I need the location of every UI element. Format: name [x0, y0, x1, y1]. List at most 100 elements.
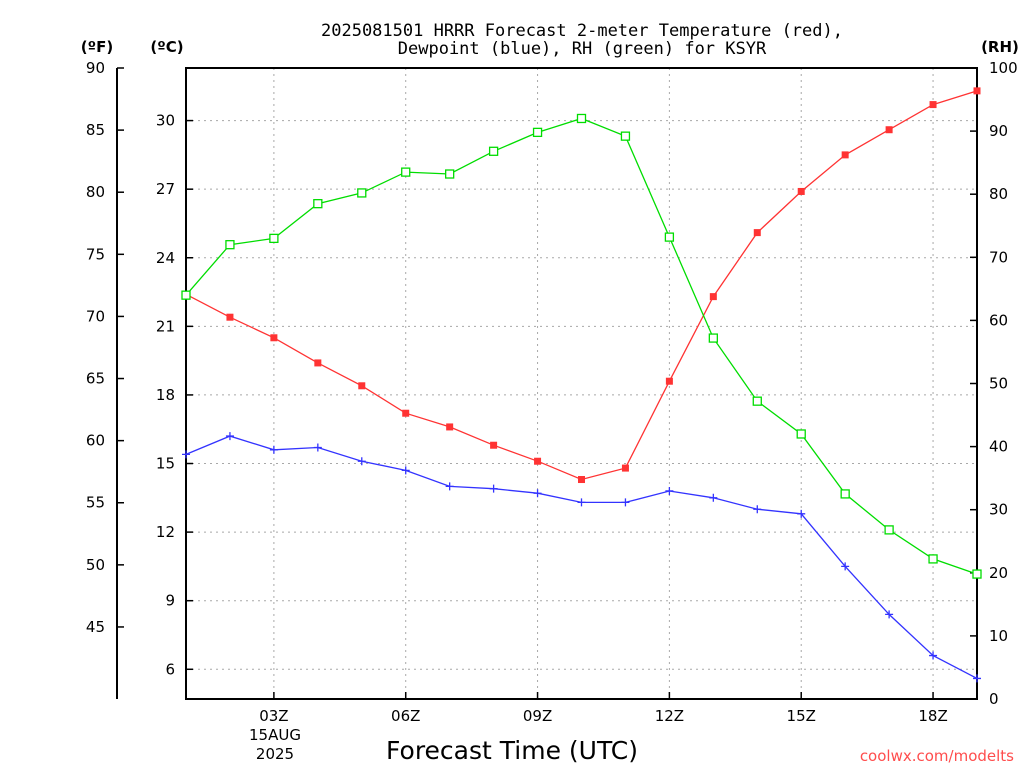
rh-point	[752, 396, 762, 406]
chart-title-line-1: 2025081501 HRRR Forecast 2-meter Tempera…	[321, 21, 843, 41]
temperature-point	[534, 457, 542, 465]
temperature-point	[973, 87, 981, 95]
temperature-point	[885, 126, 893, 134]
temperature-point	[358, 382, 366, 390]
rh-tick-label: 50	[989, 375, 1008, 393]
fahrenheit-tick-label: 65	[86, 370, 105, 388]
temperature-point	[929, 101, 937, 109]
rh-point	[313, 199, 323, 209]
temperature-point	[797, 187, 805, 195]
rh-point	[532, 127, 543, 138]
dewpoint-point	[445, 482, 454, 491]
rh-unit-label: (RH)	[981, 38, 1019, 56]
x-tick-label: 12Z	[655, 707, 684, 725]
dewpoint-point	[753, 505, 762, 514]
temperature-point	[578, 476, 585, 484]
rh-point	[664, 232, 675, 242]
dewpoint-point	[709, 493, 718, 502]
chart-title-line-2: Dewpoint (blue), RH (green) for KSYR	[398, 39, 767, 59]
date-label-year: 2025	[256, 745, 294, 763]
dewpoint-point	[357, 457, 366, 466]
celsius-tick-label: 18	[156, 386, 175, 404]
celsius-tick-label: 24	[156, 249, 175, 267]
temperature-point	[841, 151, 849, 159]
celsius-tick-label: 27	[156, 180, 175, 198]
x-tick-label: 03Z	[259, 707, 288, 725]
dewpoint-point	[841, 562, 850, 571]
celsius-tick-label: 6	[165, 660, 175, 678]
temperature-point	[446, 423, 454, 431]
temperature-point	[490, 441, 498, 449]
rh-tick-label: 20	[989, 564, 1008, 582]
rh-point	[225, 240, 235, 250]
dewpoint-point	[665, 486, 674, 495]
rh-point	[181, 290, 191, 300]
plot-frame	[185, 67, 978, 700]
dewpoint-point	[973, 674, 981, 683]
temperature-point	[621, 464, 629, 472]
axes: 45 50 55 60 65 70 75 80 85 90 6 9 12 15 18 21 24 27 30 0 10 2…	[86, 59, 1018, 725]
rh-tick-label: 60	[989, 311, 1008, 329]
temperature-point	[270, 334, 278, 342]
x-tick-label: 18Z	[918, 707, 947, 725]
dewpoint-point	[885, 610, 894, 619]
fahrenheit-tick-label: 50	[86, 556, 105, 574]
dewpoint-point	[225, 432, 234, 441]
rh-point	[840, 489, 850, 499]
rh-point	[972, 569, 982, 579]
celsius-tick-label: 9	[165, 592, 175, 610]
rh-point	[884, 525, 894, 535]
dewpoint-point	[929, 651, 938, 660]
rh-tick-label: 80	[989, 185, 1008, 203]
rh-point	[269, 233, 279, 244]
rh-point	[488, 146, 499, 156]
dewpoint-point	[621, 498, 630, 507]
rh-point	[796, 429, 806, 439]
marker-layer	[181, 87, 982, 683]
rh-point	[445, 169, 455, 179]
celsius-unit-label: (ºC)	[150, 38, 183, 56]
rh-tick-label: 0	[989, 690, 999, 708]
rh-tick-label: 40	[989, 438, 1008, 456]
credit-text: coolwx.com/modelts	[860, 747, 1014, 765]
fahrenheit-tick-label: 45	[86, 618, 105, 636]
x-tick-label: 06Z	[391, 707, 420, 725]
temperature-point	[402, 409, 410, 417]
rh-point	[928, 554, 938, 564]
celsius-tick-label: 12	[156, 523, 175, 541]
rh-point	[708, 333, 718, 343]
x-tick-label: 15Z	[787, 707, 816, 725]
dewpoint-point	[269, 445, 278, 454]
series-layer	[185, 90, 978, 679]
temperature-point	[709, 293, 717, 301]
dewpoint-point	[401, 466, 410, 475]
rh-point	[357, 188, 367, 198]
rh-point	[576, 113, 587, 124]
rh-point	[620, 131, 631, 141]
rh-tick-label: 90	[989, 122, 1008, 140]
temperature-series-line	[185, 90, 978, 481]
celsius-tick-label: 30	[156, 112, 175, 130]
celsius-tick-label: 21	[156, 317, 175, 335]
dewpoint-series-line	[185, 435, 978, 679]
x-tick-label: 09Z	[523, 707, 552, 725]
rh-tick-label: 100	[989, 59, 1018, 77]
temperature-point	[665, 377, 673, 385]
celsius-tick-label: 15	[156, 455, 175, 473]
dewpoint-point	[577, 498, 586, 507]
temperature-point	[753, 229, 761, 237]
gridlines	[186, 68, 977, 699]
temperature-point	[226, 313, 234, 321]
fahrenheit-tick-label: 55	[86, 494, 105, 512]
fahrenheit-tick-label: 60	[86, 432, 105, 450]
dewpoint-point	[797, 509, 806, 518]
dewpoint-point	[313, 443, 322, 452]
rh-tick-label: 30	[989, 501, 1008, 519]
fahrenheit-unit-label: (ºF)	[81, 38, 113, 56]
fahrenheit-tick-label: 85	[86, 121, 105, 139]
fahrenheit-tick-label: 75	[86, 245, 105, 263]
dewpoint-point	[489, 484, 498, 493]
fahrenheit-tick-label: 80	[86, 183, 105, 201]
rh-tick-label: 10	[989, 627, 1008, 645]
fahrenheit-tick-label: 90	[86, 59, 105, 77]
